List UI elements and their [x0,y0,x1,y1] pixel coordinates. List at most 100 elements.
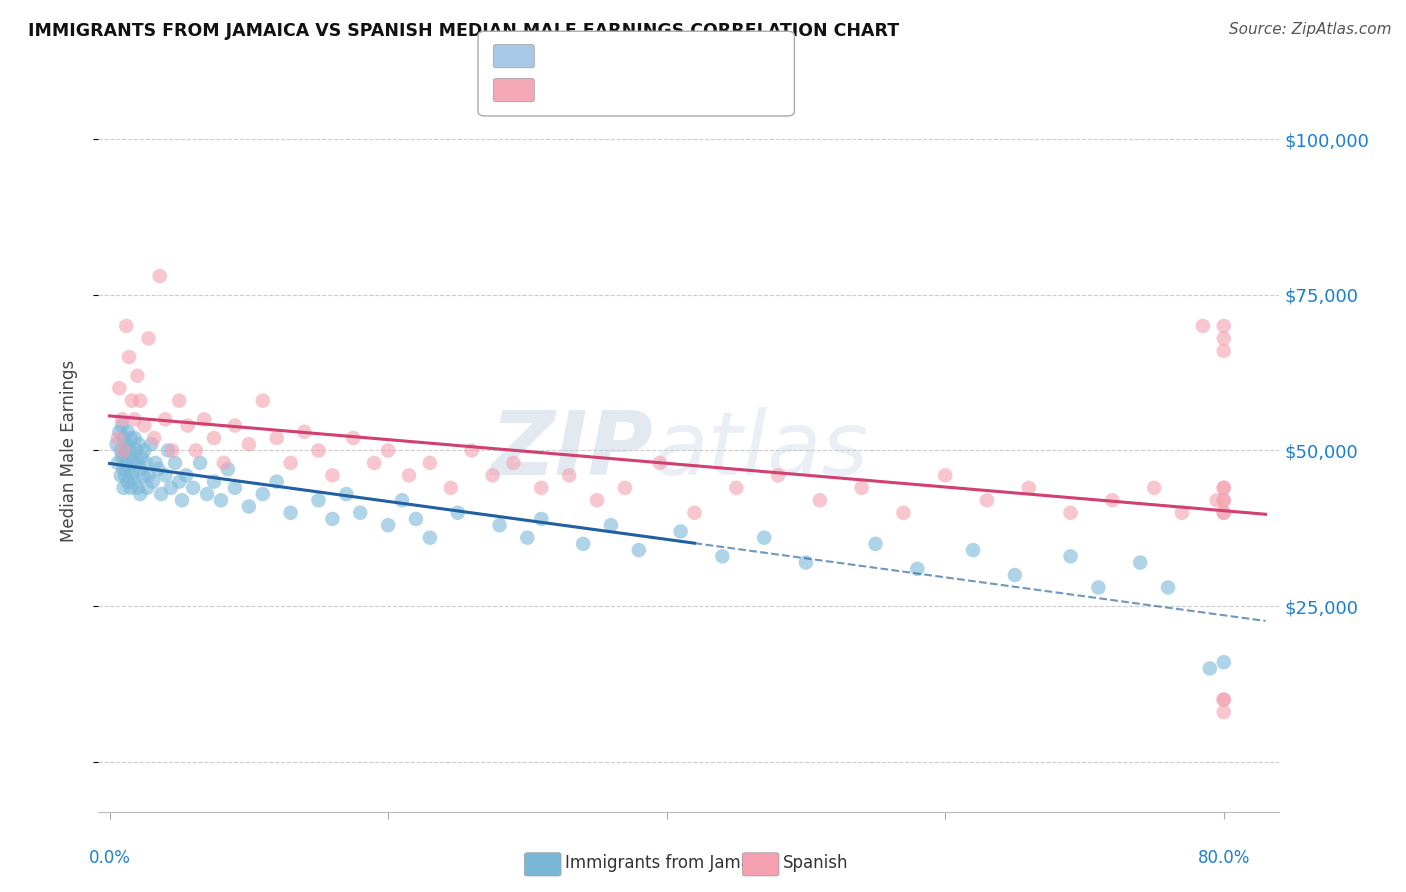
Point [1143,481,1166,495]
Point [118,462,141,476]
Point [120,481,142,495]
Point [1059,506,1081,520]
Point [1212,318,1234,333]
Point [108,381,131,395]
Point [150,487,173,501]
Point [143,431,166,445]
Point [193,412,215,426]
Point [1171,506,1194,520]
Point [627,543,650,558]
Point [111,418,134,433]
Point [110,443,132,458]
Point [122,456,145,470]
Point [1212,493,1234,508]
Point [149,268,172,283]
Point [1087,581,1109,595]
Point [127,456,149,470]
Point [118,443,141,458]
Point [600,518,623,533]
Point [112,443,135,458]
Point [905,562,928,576]
Point [648,456,671,470]
Point [114,443,136,458]
Point [162,443,184,458]
Point [766,468,789,483]
Point [308,443,330,458]
Point [266,431,288,445]
Point [115,456,138,470]
Point [405,512,427,526]
Point [117,425,139,439]
Text: 0.0%: 0.0% [89,849,131,867]
Point [1101,493,1123,508]
Point [155,412,177,426]
Point [1192,318,1215,333]
Text: N = 89: N = 89 [668,46,725,64]
Point [121,393,143,408]
Point [252,393,274,408]
Point [1212,692,1234,706]
Point [238,437,260,451]
Point [127,481,149,495]
Point [111,412,134,426]
Point [110,468,132,483]
Point [586,493,609,508]
Point [112,462,135,476]
Point [683,506,706,520]
Point [212,456,235,470]
Point [794,556,817,570]
Point [128,437,150,451]
Point [711,549,734,564]
Point [808,493,831,508]
Point [157,443,180,458]
Point [447,506,470,520]
Point [1059,549,1081,564]
Point [148,462,170,476]
Point [105,437,128,451]
Point [419,456,441,470]
Point [851,481,873,495]
Point [138,468,160,483]
Point [224,418,246,433]
Point [202,431,225,445]
Point [129,393,152,408]
Point [1212,331,1234,345]
Point [176,418,198,433]
Point [572,537,595,551]
Point [1129,556,1152,570]
Point [1212,343,1234,358]
Point [121,468,143,483]
Point [934,468,956,483]
Text: R = -0.407: R = -0.407 [541,46,630,64]
Point [141,437,163,451]
Point [132,468,155,483]
Point [120,431,142,445]
Point [184,443,207,458]
Point [125,443,148,458]
Point [440,481,463,495]
Point [188,456,211,470]
Point [163,456,186,470]
Point [124,431,146,445]
Point [129,487,152,501]
Point [167,393,190,408]
Point [669,524,692,539]
Point [217,462,239,476]
Point [1157,581,1180,595]
Point [134,418,156,433]
Text: IMMIGRANTS FROM JAMAICA VS SPANISH MEDIAN MALE EARNINGS CORRELATION CHART: IMMIGRANTS FROM JAMAICA VS SPANISH MEDIA… [28,22,900,40]
Point [118,350,141,364]
Point [962,543,984,558]
Point [377,518,399,533]
Point [135,456,157,470]
Point [1212,692,1234,706]
Point [1212,705,1234,719]
Point [1212,481,1234,495]
Point [398,468,420,483]
Point [752,531,775,545]
Point [145,456,167,470]
Text: Source: ZipAtlas.com: Source: ZipAtlas.com [1229,22,1392,37]
Point [136,481,159,495]
Y-axis label: Median Male Earnings: Median Male Earnings [59,359,77,541]
Point [155,468,177,483]
